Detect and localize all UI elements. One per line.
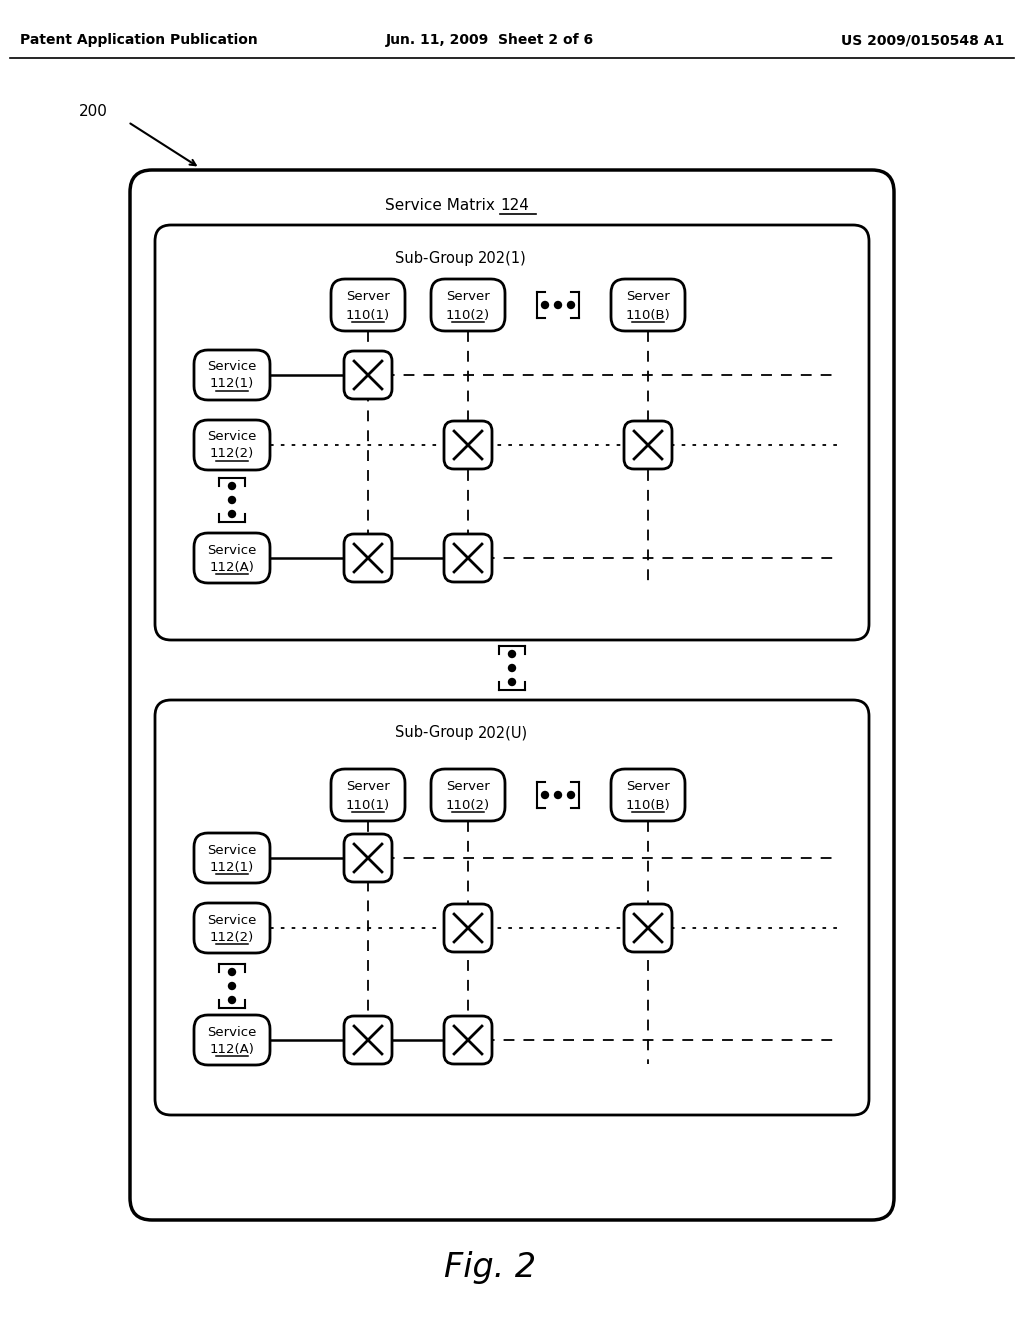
Text: 112(A): 112(A): [210, 561, 254, 573]
Text: Service: Service: [207, 913, 257, 927]
Text: 110(B): 110(B): [626, 799, 671, 812]
FancyBboxPatch shape: [431, 279, 505, 331]
Text: Server: Server: [626, 780, 670, 793]
FancyBboxPatch shape: [155, 224, 869, 640]
Text: 112(2): 112(2): [210, 447, 254, 461]
Text: Service: Service: [207, 544, 257, 557]
Text: Patent Application Publication: Patent Application Publication: [20, 33, 258, 48]
FancyBboxPatch shape: [344, 535, 392, 582]
Text: 112(1): 112(1): [210, 861, 254, 874]
Text: Server: Server: [446, 290, 489, 304]
FancyBboxPatch shape: [155, 700, 869, 1115]
FancyBboxPatch shape: [130, 170, 894, 1220]
FancyBboxPatch shape: [444, 904, 492, 952]
Circle shape: [228, 982, 236, 990]
FancyBboxPatch shape: [194, 1015, 270, 1065]
Text: 112(2): 112(2): [210, 931, 254, 944]
FancyBboxPatch shape: [344, 1016, 392, 1064]
FancyBboxPatch shape: [194, 350, 270, 400]
FancyBboxPatch shape: [444, 535, 492, 582]
Circle shape: [555, 792, 561, 799]
Text: 124: 124: [500, 198, 528, 213]
Text: Service: Service: [207, 360, 257, 374]
Text: Sub-Group: Sub-Group: [395, 251, 478, 265]
Text: Service: Service: [207, 430, 257, 444]
Text: 202(U): 202(U): [478, 726, 528, 741]
Text: 110(B): 110(B): [626, 309, 671, 322]
FancyBboxPatch shape: [194, 533, 270, 583]
Text: 112(1): 112(1): [210, 378, 254, 391]
FancyBboxPatch shape: [431, 770, 505, 821]
FancyBboxPatch shape: [344, 834, 392, 882]
FancyBboxPatch shape: [331, 770, 406, 821]
Circle shape: [509, 651, 515, 657]
Text: Sub-Group: Sub-Group: [395, 726, 478, 741]
Circle shape: [567, 301, 574, 309]
Circle shape: [228, 997, 236, 1003]
Circle shape: [228, 496, 236, 503]
FancyBboxPatch shape: [624, 904, 672, 952]
FancyBboxPatch shape: [624, 421, 672, 469]
Text: 110(1): 110(1): [346, 799, 390, 812]
FancyBboxPatch shape: [344, 351, 392, 399]
Text: Service Matrix: Service Matrix: [385, 198, 500, 213]
FancyBboxPatch shape: [331, 279, 406, 331]
Text: 200: 200: [79, 104, 108, 120]
Circle shape: [542, 792, 549, 799]
Text: 110(1): 110(1): [346, 309, 390, 322]
Text: 110(2): 110(2): [445, 309, 490, 322]
Circle shape: [555, 301, 561, 309]
Circle shape: [509, 678, 515, 685]
Text: 202(1): 202(1): [478, 251, 526, 265]
Circle shape: [228, 511, 236, 517]
Text: Service: Service: [207, 843, 257, 857]
Text: Jun. 11, 2009  Sheet 2 of 6: Jun. 11, 2009 Sheet 2 of 6: [386, 33, 594, 48]
FancyBboxPatch shape: [194, 903, 270, 953]
Text: Service: Service: [207, 1026, 257, 1039]
Circle shape: [228, 483, 236, 490]
Text: Server: Server: [346, 780, 390, 793]
FancyBboxPatch shape: [611, 279, 685, 331]
Text: Server: Server: [346, 290, 390, 304]
Text: US 2009/0150548 A1: US 2009/0150548 A1: [841, 33, 1004, 48]
FancyBboxPatch shape: [194, 420, 270, 470]
Text: 112(A): 112(A): [210, 1043, 254, 1056]
Circle shape: [509, 664, 515, 672]
FancyBboxPatch shape: [194, 833, 270, 883]
Text: 110(2): 110(2): [445, 799, 490, 812]
Circle shape: [567, 792, 574, 799]
FancyBboxPatch shape: [444, 421, 492, 469]
FancyBboxPatch shape: [611, 770, 685, 821]
Circle shape: [542, 301, 549, 309]
Circle shape: [228, 969, 236, 975]
FancyBboxPatch shape: [444, 1016, 492, 1064]
Text: Server: Server: [626, 290, 670, 304]
Text: Fig. 2: Fig. 2: [444, 1251, 536, 1284]
Text: Server: Server: [446, 780, 489, 793]
